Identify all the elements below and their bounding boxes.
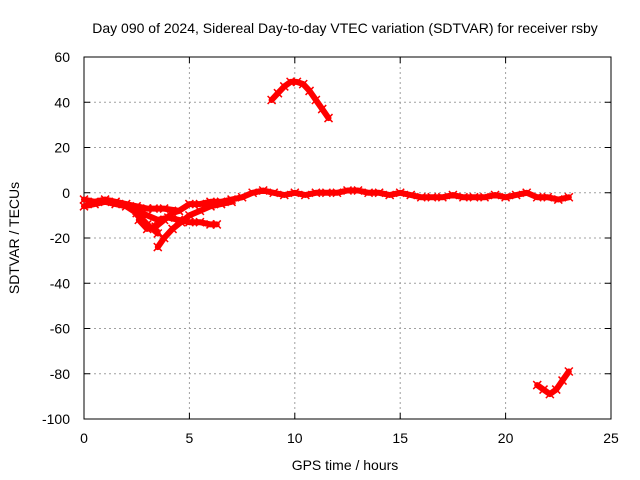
data-point — [227, 197, 237, 207]
data-point — [248, 188, 258, 198]
grid-lines — [84, 57, 611, 419]
x-axis-label: GPS time / hours — [292, 457, 399, 473]
data-point — [323, 113, 334, 123]
data-point — [100, 197, 110, 207]
data-point — [564, 192, 574, 202]
data-series — [79, 77, 574, 399]
data-point — [448, 190, 458, 200]
data-point — [364, 188, 374, 198]
data-point — [342, 185, 353, 196]
data-point — [151, 222, 161, 232]
x-tick-label: 25 — [603, 430, 619, 446]
data-point — [142, 210, 152, 220]
data-point — [174, 206, 184, 216]
y-tick-label: -40 — [50, 275, 70, 291]
data-point — [458, 192, 468, 202]
data-point — [416, 192, 426, 202]
data-point — [168, 224, 178, 234]
data-point — [311, 188, 321, 198]
data-point — [153, 228, 163, 239]
data-point — [195, 217, 205, 227]
data-point — [90, 199, 100, 209]
data-point — [395, 188, 405, 198]
y-tick-label: -100 — [42, 411, 70, 427]
y-axis-label: SDTVAR / TECUs — [6, 182, 22, 294]
data-point — [557, 376, 568, 386]
data-point — [469, 192, 479, 202]
x-tick-label: 5 — [186, 430, 194, 446]
data-point — [132, 206, 142, 216]
data-point — [532, 192, 542, 202]
y-tick-label: 20 — [54, 140, 70, 156]
data-point — [479, 192, 490, 202]
data-point — [490, 190, 500, 200]
y-tick-label: -80 — [50, 366, 70, 382]
y-tick-label: -20 — [50, 230, 70, 246]
data-point — [553, 195, 563, 205]
data-point — [406, 190, 416, 200]
data-point — [159, 215, 169, 225]
data-point — [290, 188, 300, 198]
data-point — [511, 190, 521, 200]
data-point — [522, 188, 532, 198]
data-point — [176, 217, 186, 227]
data-point — [437, 192, 447, 202]
data-point — [195, 206, 205, 216]
data-point — [501, 192, 511, 202]
data-point — [111, 199, 121, 209]
data-point — [212, 219, 222, 229]
data-point — [300, 190, 310, 200]
data-point — [184, 210, 194, 220]
data-point — [142, 224, 152, 234]
axis-ticks: 0 5 10 15 20 25 -100 -80 -60 -40 -20 0 20 40 60 — [42, 49, 619, 446]
data-point — [321, 188, 331, 198]
data-point — [545, 389, 555, 399]
data-point — [269, 188, 279, 198]
y-tick-label: 0 — [62, 185, 70, 201]
x-tick-label: 15 — [392, 430, 408, 446]
data-point — [168, 208, 178, 218]
y-tick-label: 40 — [54, 94, 70, 110]
data-point — [385, 190, 395, 200]
data-point — [292, 77, 302, 87]
data-point — [317, 104, 327, 114]
data-point — [311, 95, 321, 105]
y-tick-label: -60 — [50, 321, 70, 337]
data-point — [159, 233, 169, 243]
data-point — [279, 190, 289, 200]
data-point — [332, 188, 342, 198]
data-point — [79, 201, 89, 211]
data-point — [184, 199, 194, 209]
data-point — [205, 201, 216, 211]
x-tick-label: 10 — [287, 430, 303, 446]
data-point — [159, 204, 169, 214]
data-point — [551, 385, 561, 395]
data-point — [353, 185, 363, 196]
data-point — [258, 185, 268, 196]
data-point — [216, 199, 226, 209]
data-point — [305, 86, 315, 96]
x-tick-label: 20 — [498, 430, 514, 446]
data-point — [121, 201, 131, 211]
x-tick-label: 0 — [80, 430, 88, 446]
data-point — [427, 192, 437, 202]
data-point — [134, 215, 144, 225]
data-point — [237, 192, 247, 202]
data-point — [374, 188, 384, 198]
data-point — [564, 366, 574, 377]
data-point — [279, 81, 289, 91]
data-point — [79, 195, 89, 205]
data-point — [153, 242, 163, 252]
data-point — [532, 380, 542, 390]
data-point — [543, 192, 553, 202]
y-tick-label: 60 — [54, 49, 70, 65]
chart-title: Day 090 of 2024, Sidereal Day-to-day VTE… — [92, 20, 598, 36]
data-point — [539, 385, 549, 395]
